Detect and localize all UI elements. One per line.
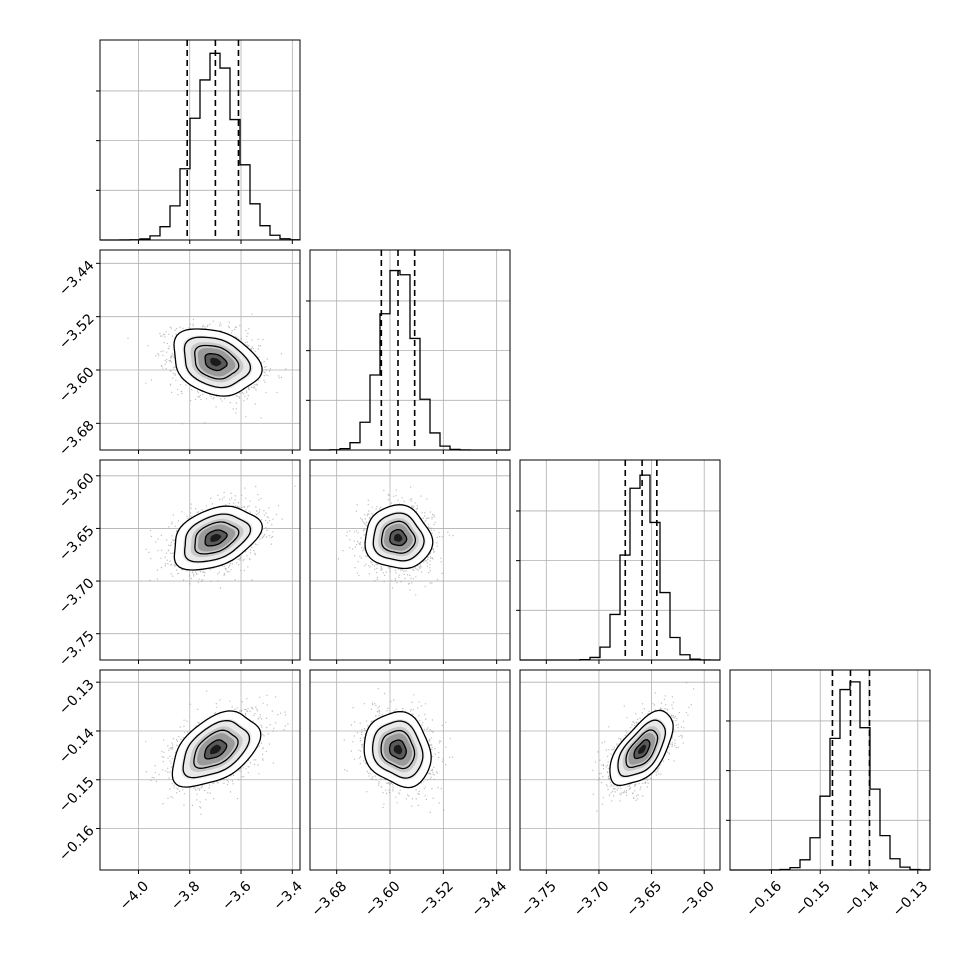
contour-line xyxy=(364,504,434,570)
contour-line xyxy=(380,729,416,770)
histogram-step-line xyxy=(520,474,720,661)
scatter-panel-3-1 xyxy=(309,669,511,871)
y-tick-label: −3.65 xyxy=(56,523,98,565)
x-tick-label: −0.15 xyxy=(792,878,834,920)
contour-line xyxy=(204,353,228,372)
contour-line xyxy=(389,528,408,547)
scatter-panel-3-0 xyxy=(99,669,301,871)
y-tick-label: −0.13 xyxy=(56,677,98,719)
y-tick-label: −0.15 xyxy=(56,774,98,816)
y-tick-label: −3.60 xyxy=(56,470,98,512)
contour-line xyxy=(633,739,651,760)
contour-line xyxy=(194,344,240,380)
histogram-panel-2 xyxy=(516,459,721,661)
axes-frame xyxy=(99,249,301,451)
contour-line xyxy=(625,729,659,769)
contour-line xyxy=(204,529,228,547)
histogram-step-line xyxy=(100,52,300,241)
y-tick-label: −3.70 xyxy=(56,575,98,617)
density-band xyxy=(393,744,403,755)
scatter-panel-3-2 xyxy=(519,669,721,871)
axes-frame xyxy=(519,669,721,871)
contour-line xyxy=(388,739,407,760)
x-tick-label: −3.75 xyxy=(518,878,560,920)
histogram-panel-0 xyxy=(96,39,301,241)
scatter-points xyxy=(343,688,454,813)
density-band xyxy=(210,357,222,367)
x-tick-label: −3.60 xyxy=(676,878,718,920)
x-tick-label: −3.6 xyxy=(219,878,254,913)
density-band xyxy=(638,744,646,754)
contour-line xyxy=(182,719,251,779)
contour-line xyxy=(183,336,252,389)
histogram-step-line xyxy=(310,269,510,451)
density-band xyxy=(393,533,403,542)
density-band xyxy=(210,533,222,542)
y-tick-label: −0.14 xyxy=(56,725,98,767)
x-tick-label: −3.60 xyxy=(362,878,404,920)
y-tick-label: −3.60 xyxy=(56,364,98,406)
y-tick-label: −3.68 xyxy=(56,418,98,460)
contour-line xyxy=(194,521,240,555)
x-tick-label: −3.44 xyxy=(469,878,511,920)
x-tick-label: −3.70 xyxy=(571,878,613,920)
contour-line xyxy=(193,729,239,769)
x-tick-label: −3.4 xyxy=(271,878,306,913)
x-tick-label: −0.14 xyxy=(841,878,883,920)
contour-line xyxy=(372,512,425,562)
axes-frame xyxy=(729,669,931,871)
axes-frame xyxy=(99,39,301,241)
contour-line xyxy=(371,720,424,779)
histogram-panel-3 xyxy=(726,669,931,871)
y-tick-label: −0.16 xyxy=(56,823,98,865)
contour-line xyxy=(183,513,252,563)
contour-line xyxy=(363,710,432,789)
scatter-panel-2-0 xyxy=(99,459,301,661)
y-tick-label: −3.75 xyxy=(56,628,98,670)
density-band xyxy=(210,744,222,755)
scatter-panel-2-1 xyxy=(309,459,511,661)
contour-line xyxy=(380,520,417,554)
axes-frame xyxy=(309,249,511,451)
axes-frame xyxy=(99,669,301,871)
y-tick-label: −3.44 xyxy=(56,258,98,300)
x-tick-label: −0.16 xyxy=(743,878,785,920)
y-tick-label: −3.52 xyxy=(56,311,98,353)
x-tick-label: −3.52 xyxy=(415,878,457,920)
axes-frame xyxy=(99,459,301,661)
axes-frame xyxy=(309,459,511,661)
contour-line xyxy=(173,328,263,397)
contour-line xyxy=(173,505,263,571)
contour-line xyxy=(203,739,228,760)
x-tick-label: −3.68 xyxy=(309,878,351,920)
axes-frame xyxy=(309,669,511,871)
scatter-panel-1-0 xyxy=(99,249,301,451)
x-tick-label: −4.0 xyxy=(117,878,152,913)
x-tick-label: −0.13 xyxy=(890,878,932,920)
contour-line xyxy=(617,719,667,778)
axes-frame xyxy=(519,459,721,661)
histogram-step-line xyxy=(730,681,930,871)
contour-line xyxy=(609,709,674,787)
x-tick-label: −3.8 xyxy=(168,878,203,913)
x-tick-label: −3.65 xyxy=(624,878,666,920)
contour-line xyxy=(171,710,262,788)
histogram-panel-1 xyxy=(306,249,511,451)
